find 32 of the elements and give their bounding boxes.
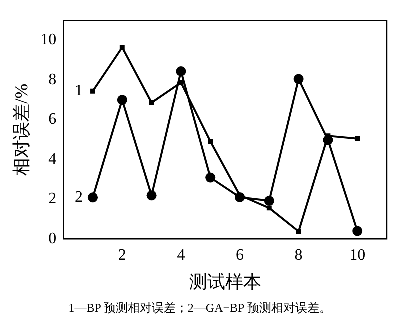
- x-tick-label: 8: [294, 247, 303, 264]
- point: [206, 172, 216, 183]
- point: [264, 196, 274, 206]
- x-tick-label: 4: [177, 247, 186, 264]
- x-tick-label: 6: [236, 247, 244, 264]
- x-tick-label: 2: [118, 247, 126, 264]
- x-axis-title: 测试样本: [189, 272, 262, 292]
- y-tick-label: 2: [48, 190, 57, 208]
- point: [120, 45, 125, 50]
- point: [149, 100, 154, 106]
- point: [146, 190, 157, 201]
- series-label: 2: [75, 188, 83, 206]
- point: [176, 66, 186, 76]
- point: [296, 229, 302, 234]
- point: [352, 226, 363, 236]
- point: [266, 206, 272, 211]
- point: [208, 139, 214, 144]
- point: [88, 192, 98, 203]
- text: 1—BP 预测相对误差；2—GA−BP 预测相对误差。: [68, 300, 332, 317]
- point: [355, 136, 360, 142]
- y-tick-label: 6: [48, 111, 57, 128]
- point: [294, 74, 304, 84]
- series-label: 1: [75, 82, 83, 100]
- y-tick-label: 10: [40, 32, 57, 49]
- y-tick-label: 0: [48, 230, 57, 248]
- y-tick-label: 8: [48, 71, 57, 88]
- point: [117, 95, 128, 106]
- y-axis-title: 相对误差/%: [12, 84, 32, 176]
- y-tick-label: 4: [48, 150, 57, 168]
- point: [90, 88, 96, 94]
- point: [178, 80, 184, 86]
- x-tick-label: 10: [350, 247, 366, 264]
